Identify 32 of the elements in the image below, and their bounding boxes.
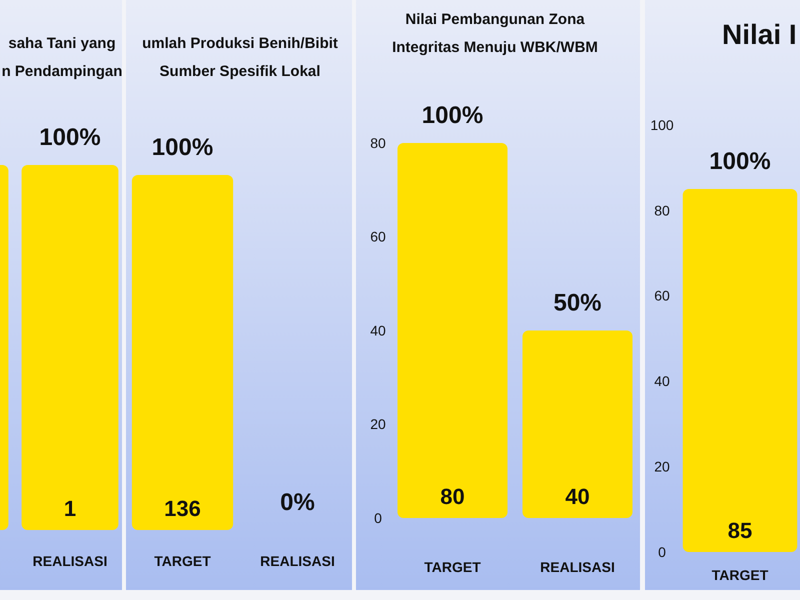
x-tick-label: TARGET [154, 553, 212, 569]
y-tick-label: 0 [374, 510, 382, 526]
y-tick-label: 100 [650, 116, 674, 133]
annotation: 100% [422, 102, 484, 129]
chart-title: Nilai Pembangunan Zona Integritas Menuju WBK/WBM [392, 11, 598, 56]
annotation: 100% [39, 124, 101, 151]
data-label: 136 [164, 496, 201, 521]
annotation: 50% [553, 290, 602, 316]
x-tick-label: REALISASI [260, 553, 335, 569]
y-tick-label: 0 [658, 544, 666, 560]
y-tick-label: 80 [370, 134, 386, 151]
y-tick-label: 40 [654, 373, 670, 390]
y-tick-label: 60 [370, 228, 386, 245]
y-tick-label: 40 [370, 322, 386, 338]
y-tick-label: 80 [654, 202, 670, 218]
y-tick-label: 20 [370, 416, 386, 432]
annotation: 100% [709, 148, 771, 176]
data-label: 80 [440, 484, 465, 509]
chart-title: umlah Produksi Benih/Bibit Sumber Spesifik Lokal [142, 35, 338, 80]
chart-title: Nilai I [722, 19, 797, 50]
annotation: 0% [280, 489, 315, 516]
data-label: 85 [728, 518, 752, 543]
data-label: 40 [565, 484, 590, 509]
annotation: 100% [152, 134, 214, 161]
x-tick-label: TARGET [712, 567, 769, 583]
y-tick-label: 60 [654, 288, 670, 304]
chart-title: saha Tani yang n Pendampingan [2, 35, 122, 80]
x-tick-label: REALISASI [540, 559, 615, 575]
x-tick-label: TARGET [424, 559, 482, 575]
y-tick-label: 20 [654, 458, 670, 474]
x-tick-label: REALISASI [32, 553, 108, 569]
data-label: 1 [64, 496, 76, 521]
